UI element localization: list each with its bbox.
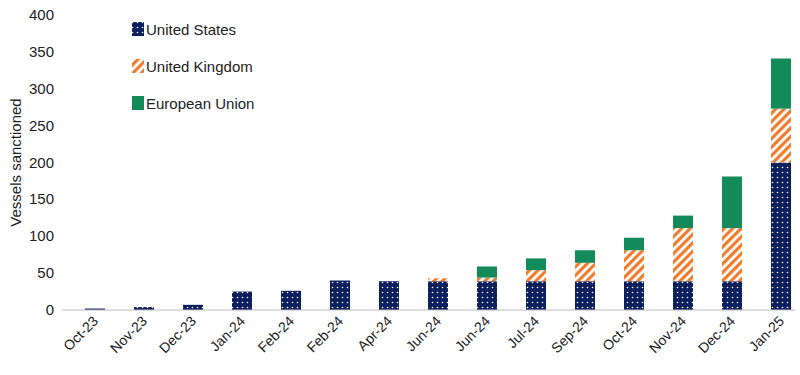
bar <box>85 308 105 309</box>
x-tick-label: Sep-24 <box>548 313 591 356</box>
x-tick-label: Jan-24 <box>207 313 249 355</box>
x-tick-label: Feb-24 <box>254 313 297 356</box>
y-axis-label: Vessels sanctioned <box>7 98 24 226</box>
bar <box>379 281 399 282</box>
bar <box>575 250 595 263</box>
bar <box>477 266 497 277</box>
legend-swatch <box>132 22 144 36</box>
y-tick-label: 250 <box>29 117 54 134</box>
bar <box>771 109 791 163</box>
bar <box>526 270 546 281</box>
bar <box>575 263 595 281</box>
bar <box>477 278 497 282</box>
y-tick <box>59 125 62 126</box>
bar <box>379 281 399 310</box>
bar <box>428 278 448 279</box>
bar <box>134 307 154 308</box>
bar <box>722 177 742 229</box>
bar <box>673 216 693 229</box>
legend-label: United Kingdom <box>146 58 253 75</box>
bar <box>673 228 693 281</box>
bar <box>428 281 448 310</box>
legend-label: European Union <box>146 95 254 112</box>
y-tick-label: 50 <box>37 264 54 281</box>
y-tick-label: 0 <box>46 301 54 318</box>
x-tick-label: Oct-23 <box>60 313 101 354</box>
legend-swatch <box>132 59 144 73</box>
y-tick-label: 400 <box>29 6 54 23</box>
x-tick-label: Jun-24 <box>403 313 445 355</box>
bar <box>134 307 154 308</box>
bar <box>771 163 791 311</box>
legend-swatch <box>132 96 144 110</box>
bar <box>722 228 742 281</box>
y-tick <box>59 236 62 237</box>
bar <box>281 291 301 310</box>
bar <box>232 291 252 292</box>
bar <box>673 281 693 310</box>
y-tick <box>59 199 62 200</box>
x-axis-line <box>62 310 795 311</box>
bar <box>624 281 644 310</box>
x-tick-label: Apr-24 <box>354 313 395 354</box>
bar <box>624 250 644 281</box>
bar <box>379 281 399 282</box>
bar <box>232 291 252 292</box>
x-tick-label: Nov-23 <box>107 313 150 356</box>
bar <box>624 238 644 251</box>
bar <box>526 258 546 270</box>
bars <box>85 59 791 310</box>
y-tick <box>59 162 62 163</box>
bar <box>232 292 252 310</box>
bar <box>183 305 203 310</box>
y-tick <box>59 273 62 274</box>
y-tick-label: 150 <box>29 190 54 207</box>
bar <box>428 278 448 281</box>
bar <box>281 290 301 291</box>
bar <box>330 281 350 311</box>
x-tick-label: Nov-24 <box>646 313 689 356</box>
y-tick <box>59 15 62 16</box>
bar <box>771 59 791 109</box>
y-tick-label: 200 <box>29 154 54 171</box>
x-tick-label: Dec-24 <box>695 313 738 356</box>
y-tick <box>59 88 62 89</box>
x-tick-label: Jun-24 <box>452 313 494 355</box>
bar <box>281 290 301 291</box>
bar <box>183 304 203 305</box>
y-tick <box>59 51 62 52</box>
bar <box>722 281 742 310</box>
x-tick-label: Dec-23 <box>156 313 199 356</box>
chart: 0 50 100 150 200 250 300 350 400 Vessels sanction… <box>0 0 800 375</box>
bar <box>477 281 497 310</box>
bar <box>575 281 595 310</box>
y-tick-label: 300 <box>29 80 54 97</box>
x-tick-label: Feb-24 <box>303 313 346 356</box>
y-tick-label: 350 <box>29 43 54 60</box>
bar <box>183 304 203 305</box>
bar <box>330 280 350 281</box>
y-tick <box>59 310 62 311</box>
bar <box>526 281 546 310</box>
x-tick-label: Oct-24 <box>599 313 640 354</box>
legend-label: United States <box>146 21 236 38</box>
x-tick-label: Jan-25 <box>746 313 788 355</box>
x-tick-label: Jul-24 <box>504 313 542 351</box>
bar <box>330 280 350 281</box>
bar <box>85 308 105 309</box>
y-tick-label: 100 <box>29 227 54 244</box>
